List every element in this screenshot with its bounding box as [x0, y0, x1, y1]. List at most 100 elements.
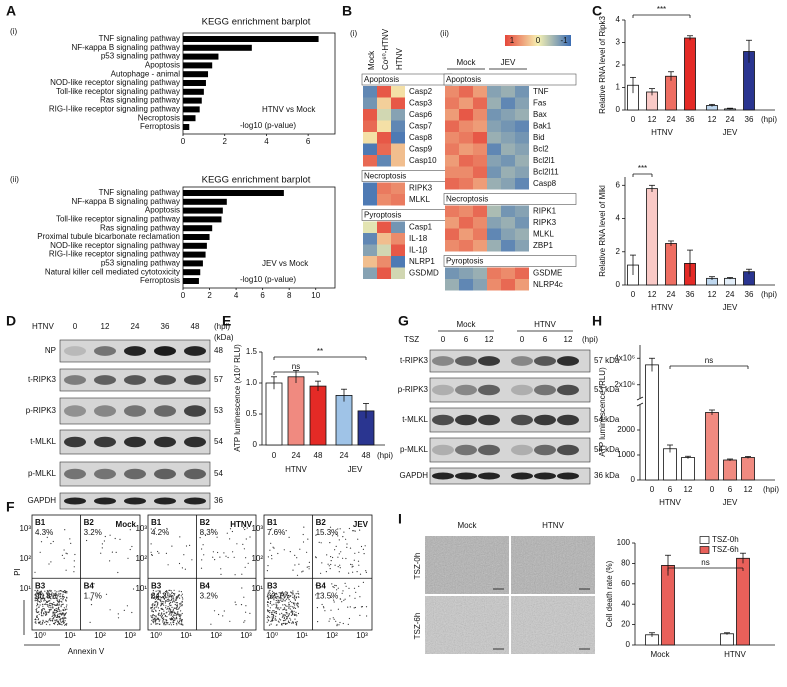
dot [48, 611, 50, 613]
dot [336, 589, 338, 591]
category-label: Proximal tubule bicarbonate reclamation [37, 232, 180, 241]
dot [159, 590, 161, 592]
dot [343, 599, 345, 601]
dot [46, 596, 49, 598]
section-label: Pyroptosis [364, 211, 401, 220]
dot [159, 619, 161, 621]
dot [174, 613, 176, 615]
row-label: Bcl2 [533, 144, 549, 153]
dot [293, 602, 295, 604]
dot [56, 619, 58, 622]
dot [56, 604, 58, 606]
dot [282, 615, 284, 618]
dot [50, 593, 52, 596]
dot [151, 593, 153, 595]
heat-cell [377, 97, 391, 109]
dot [58, 617, 60, 619]
dot [349, 606, 351, 608]
dot [163, 598, 165, 600]
dot [64, 591, 66, 593]
dot [288, 605, 290, 607]
band [557, 384, 579, 396]
dot [286, 622, 288, 625]
dot [51, 603, 54, 606]
dot [38, 591, 40, 593]
dot [213, 610, 216, 612]
dot [338, 624, 340, 626]
kda-label: 36 [214, 496, 223, 505]
dot [293, 610, 295, 612]
dot [276, 624, 278, 626]
band [478, 414, 500, 426]
dot [60, 610, 62, 612]
dot [65, 606, 67, 608]
dot [293, 613, 296, 615]
dot [288, 604, 290, 606]
band [94, 375, 116, 385]
row-label: Casp10 [409, 156, 437, 165]
dot [44, 590, 46, 592]
dot [172, 610, 174, 612]
dot [159, 592, 161, 594]
dot [170, 609, 172, 611]
dot [60, 621, 62, 623]
dot [58, 590, 60, 592]
dot [151, 609, 153, 611]
y-tick-label: 2x10⁶ [614, 380, 635, 389]
dot [64, 620, 66, 622]
dot [288, 607, 290, 609]
dot [282, 598, 284, 600]
dot [47, 611, 49, 613]
category-label: RIG-I-like receptor signaling pathway [49, 250, 180, 259]
band [94, 468, 116, 480]
dot [46, 590, 49, 592]
dot [270, 620, 272, 623]
dot [175, 616, 178, 618]
dot [61, 621, 64, 623]
dot [176, 607, 178, 609]
x-tick-label: 10¹ [296, 631, 308, 640]
dot [273, 610, 275, 612]
micrograph-texture [425, 596, 509, 654]
dot [180, 610, 182, 612]
dot [274, 611, 277, 613]
dot [157, 595, 159, 597]
row-label: Bcl2l1 [533, 156, 555, 165]
dot [290, 605, 292, 607]
annotation: JEV vs Mock [262, 259, 309, 268]
dot [109, 560, 111, 562]
dot [358, 564, 360, 566]
dot [347, 623, 349, 626]
dot [330, 560, 332, 562]
dot [40, 593, 42, 595]
dot [156, 623, 158, 625]
dot [297, 612, 300, 615]
heat-cell [459, 120, 473, 132]
dot [332, 586, 334, 588]
dot [272, 546, 274, 548]
dot [167, 622, 169, 624]
dot [294, 599, 296, 601]
dot [283, 622, 285, 624]
heat-cell [473, 86, 487, 98]
dot [242, 543, 244, 546]
dot [348, 527, 350, 530]
panel-label: H [592, 313, 602, 329]
section-label: Apoptosis [364, 75, 399, 84]
dot [339, 621, 341, 624]
dot [278, 609, 280, 611]
kda-label: 54 [214, 437, 223, 446]
dot [360, 545, 363, 548]
annotation: ns [292, 362, 300, 371]
dot [38, 592, 40, 595]
dot [48, 609, 50, 611]
dot [168, 600, 170, 602]
dot [155, 619, 158, 621]
dot [35, 595, 37, 597]
dot [183, 554, 185, 556]
dot [154, 607, 156, 609]
heat-cell [515, 120, 529, 132]
dot [175, 599, 177, 601]
dot [164, 595, 166, 597]
dot [63, 549, 65, 551]
